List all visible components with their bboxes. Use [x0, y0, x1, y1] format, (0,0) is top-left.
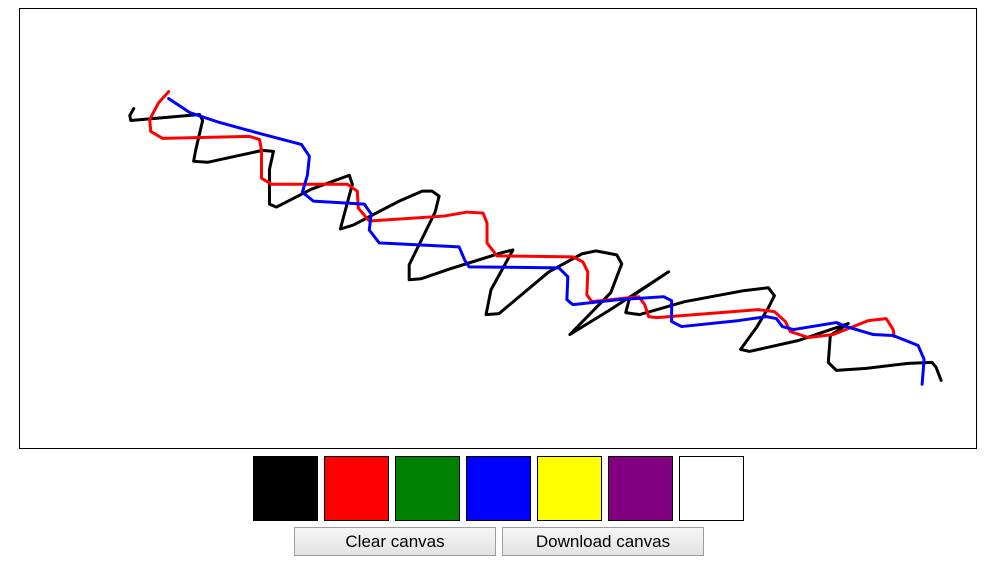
canvas-controls: Clear canvas Download canvas [294, 527, 704, 556]
color-swatch-yellow[interactable] [537, 456, 602, 521]
blue-stroke [167, 97, 926, 386]
color-palette [253, 456, 744, 521]
clear-canvas-button[interactable]: Clear canvas [294, 527, 496, 556]
black-stroke [128, 107, 943, 382]
drawing-canvas[interactable] [19, 8, 977, 449]
red-stroke [148, 90, 896, 339]
drawing-surface[interactable] [20, 9, 976, 448]
download-canvas-button[interactable]: Download canvas [502, 527, 704, 556]
color-swatch-red[interactable] [324, 456, 389, 521]
color-swatch-green[interactable] [395, 456, 460, 521]
color-swatch-white[interactable] [679, 456, 744, 521]
color-swatch-purple[interactable] [608, 456, 673, 521]
color-swatch-black[interactable] [253, 456, 318, 521]
color-swatch-blue[interactable] [466, 456, 531, 521]
